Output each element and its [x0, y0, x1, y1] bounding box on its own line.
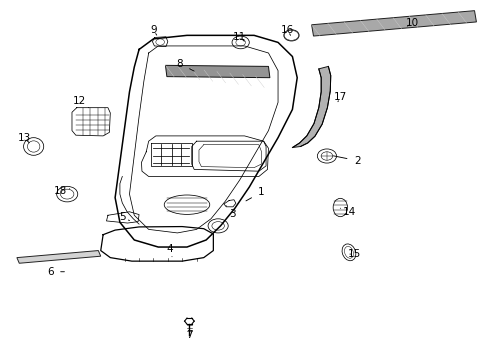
Text: 17: 17: [333, 92, 346, 102]
Text: 16: 16: [281, 25, 294, 35]
Text: 18: 18: [53, 186, 69, 195]
Text: 5: 5: [119, 212, 129, 222]
Text: 3: 3: [225, 206, 235, 219]
Text: 1: 1: [245, 187, 264, 201]
Text: 14: 14: [340, 207, 356, 217]
Text: 2: 2: [333, 156, 360, 166]
Text: 7: 7: [186, 328, 192, 340]
Text: 15: 15: [347, 249, 361, 259]
Polygon shape: [311, 11, 475, 36]
Text: 8: 8: [176, 59, 194, 71]
Text: 4: 4: [166, 244, 173, 257]
Polygon shape: [17, 251, 101, 263]
Text: 13: 13: [18, 133, 31, 143]
Polygon shape: [292, 66, 330, 148]
Text: 6: 6: [47, 267, 64, 277]
Text: 12: 12: [72, 96, 89, 108]
Text: 11: 11: [233, 32, 246, 42]
Text: 10: 10: [405, 18, 418, 28]
Polygon shape: [165, 66, 269, 78]
Text: 9: 9: [150, 25, 157, 35]
